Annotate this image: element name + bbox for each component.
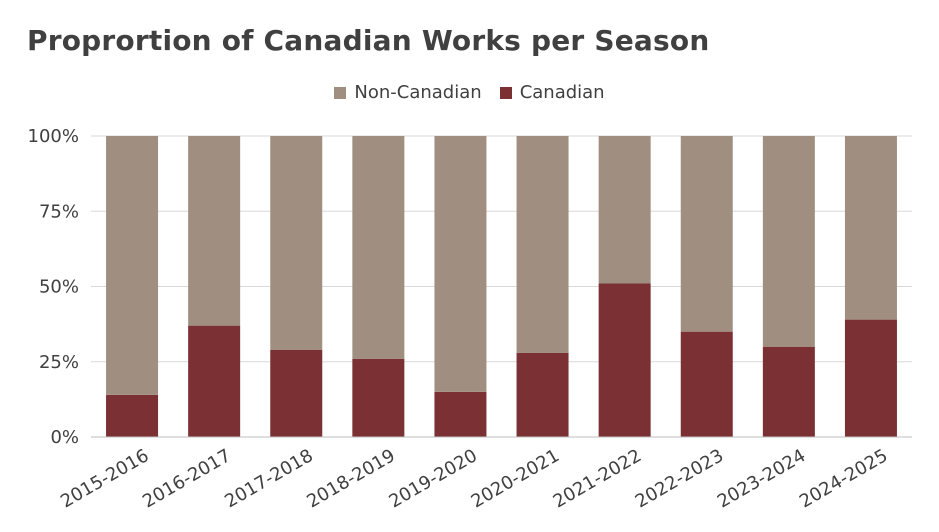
bar-canadian-2020-2021	[516, 352, 569, 437]
y-tick-label-4: 100%	[28, 126, 79, 147]
x-tick-label-2019-2020: 2019-2020	[385, 445, 480, 512]
x-tick-label-2017-2018: 2017-2018	[221, 445, 316, 512]
bar-canadian-2024-2025	[844, 319, 897, 437]
bar-canadian-2022-2023	[680, 331, 733, 437]
x-tick-label-2022-2023: 2022-2023	[632, 445, 727, 512]
x-tick-label-2020-2021: 2020-2021	[468, 445, 563, 512]
bar-non-canadian-2023-2024	[762, 136, 815, 347]
bar-canadian-2019-2020	[434, 391, 487, 437]
bar-canadian-2018-2019	[352, 358, 405, 437]
legend-swatch-canadian	[499, 86, 512, 99]
bar-non-canadian-2021-2022	[598, 136, 651, 284]
chart-title: Proprortion of Canadian Works per Season	[27, 24, 710, 57]
y-tick-label-2: 50%	[39, 277, 79, 298]
y-tick-label-3: 75%	[39, 201, 79, 222]
legend-item-non-canadian: Non-Canadian	[334, 82, 482, 103]
bar-canadian-2015-2016	[106, 394, 159, 437]
x-tick-label-2016-2017: 2016-2017	[139, 445, 234, 512]
y-tick-label-0: 0%	[50, 427, 79, 448]
x-tick-label-2015-2016: 2015-2016	[57, 445, 152, 512]
bar-canadian-2023-2024	[762, 346, 815, 437]
bar-canadian-2016-2017	[188, 325, 241, 437]
x-tick-label-2023-2024: 2023-2024	[714, 445, 809, 512]
bar-non-canadian-2019-2020	[434, 136, 487, 392]
bar-non-canadian-2018-2019	[352, 136, 405, 359]
bar-non-canadian-2020-2021	[516, 136, 569, 353]
bar-non-canadian-2016-2017	[188, 136, 241, 326]
x-tick-label-2018-2019: 2018-2019	[303, 445, 398, 512]
legend-label-canadian: Canadian	[519, 82, 605, 103]
bar-non-canadian-2017-2018	[270, 136, 323, 350]
legend-label-non-canadian: Non-Canadian	[354, 82, 482, 103]
bar-non-canadian-2022-2023	[680, 136, 733, 332]
legend-swatch-non-canadian	[334, 86, 347, 99]
y-tick-label-1: 25%	[39, 352, 79, 373]
bar-non-canadian-2015-2016	[106, 136, 159, 395]
legend: Non-Canadian Canadian	[0, 82, 939, 103]
bar-canadian-2017-2018	[270, 349, 323, 437]
x-tick-label-2021-2022: 2021-2022	[550, 445, 645, 512]
x-tick-label-2024-2025: 2024-2025	[796, 445, 891, 512]
bar-non-canadian-2024-2025	[844, 136, 897, 320]
bar-canadian-2021-2022	[598, 283, 651, 437]
legend-item-canadian: Canadian	[499, 82, 605, 103]
